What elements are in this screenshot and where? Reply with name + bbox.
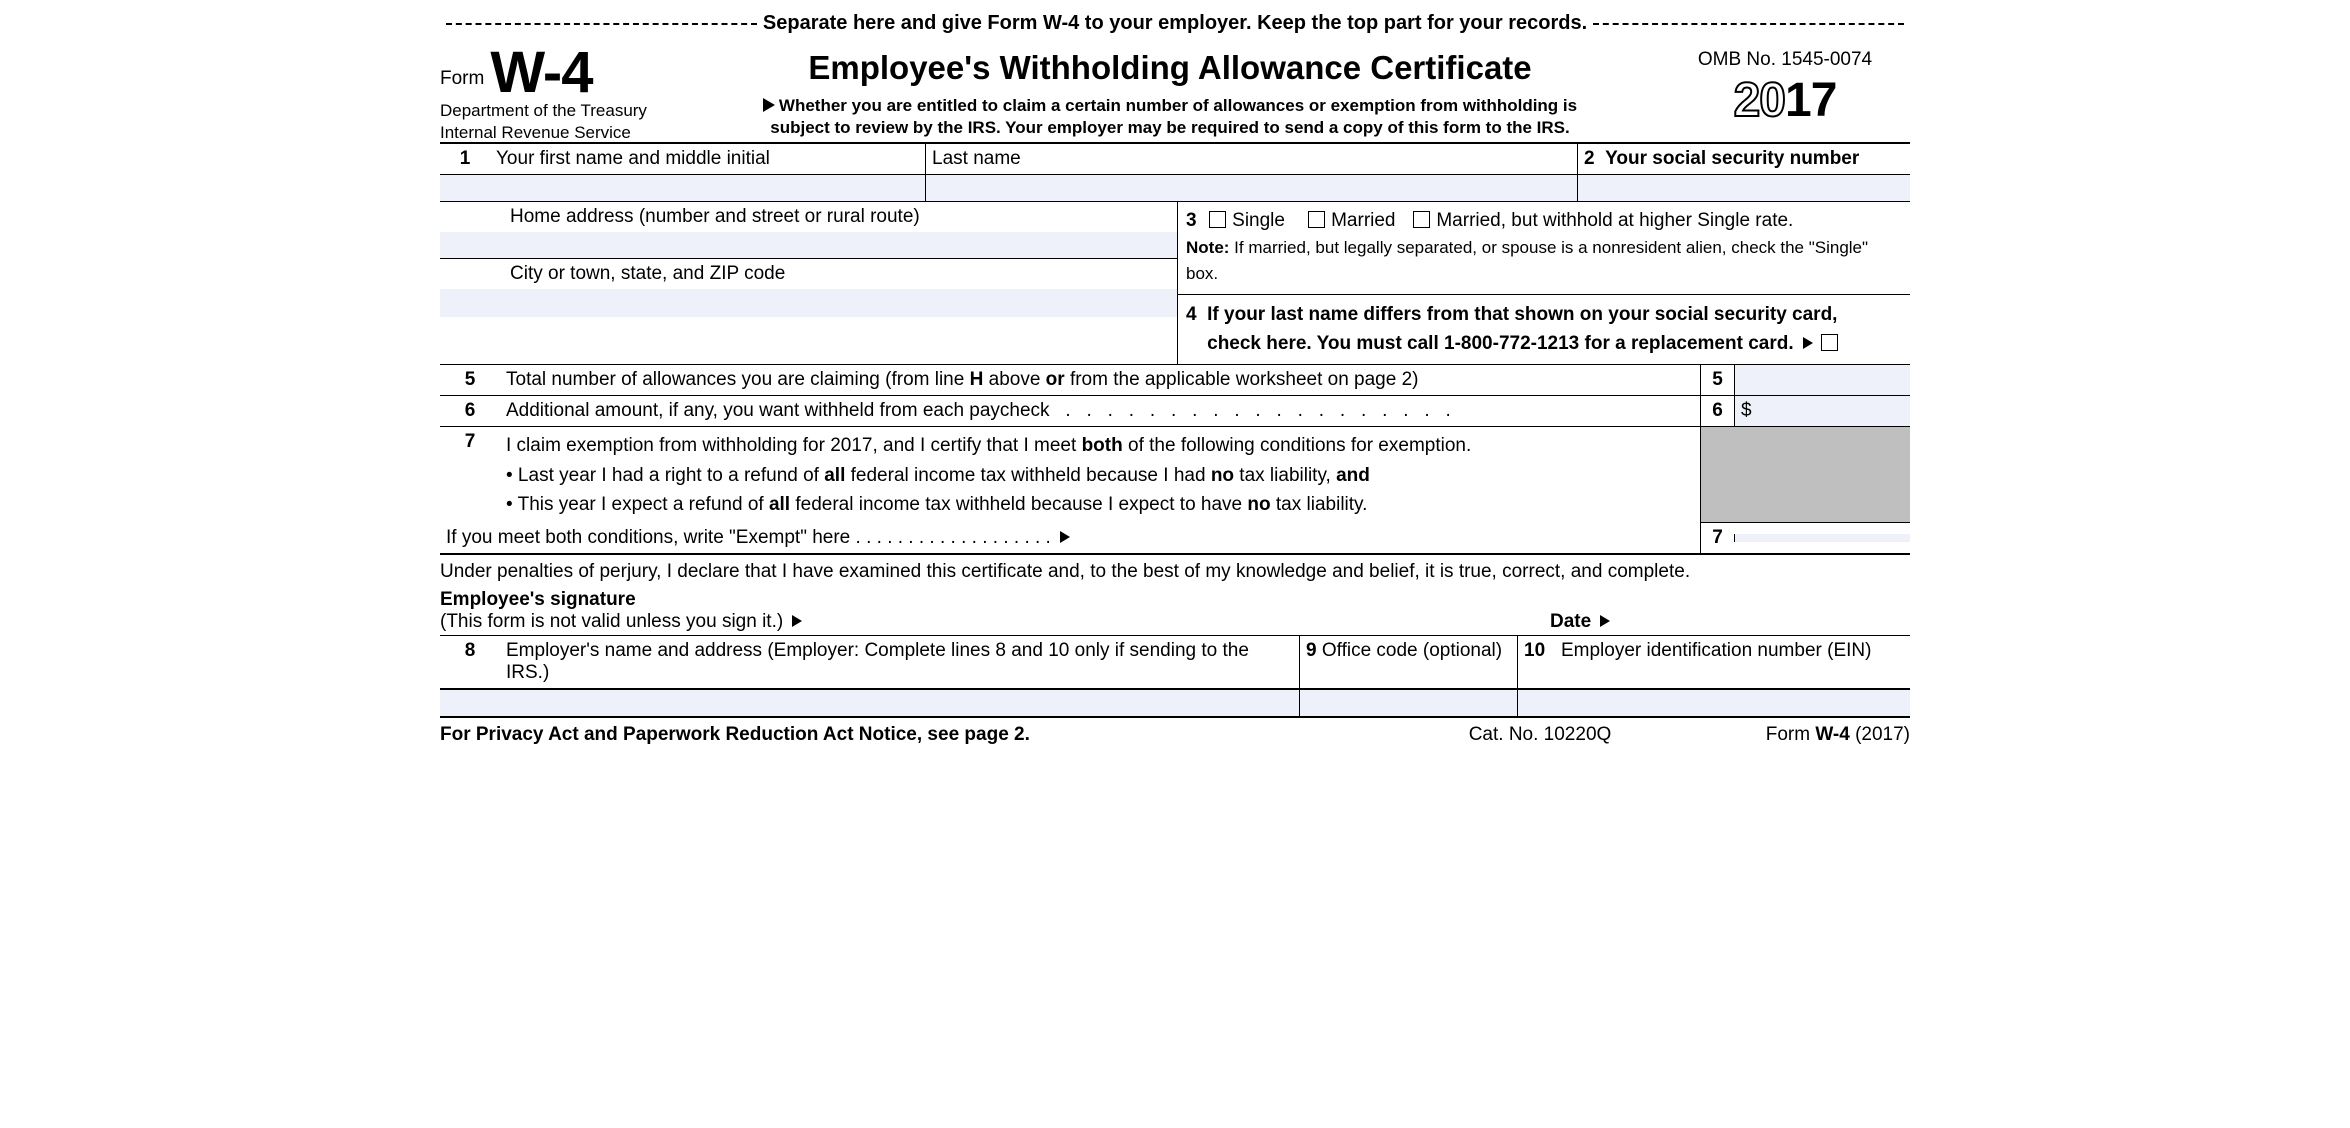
footer-cat: Cat. No. 10220Q [1390,724,1690,746]
line7-block: 7 I claim exemption from withholding for… [440,427,1910,555]
address-block: Home address (number and street or rural… [440,202,1178,364]
line6-box-number: 6 [1700,396,1734,426]
row1-labels: 1 Your first name and middle initial Las… [440,144,1910,175]
signature-row: Employee's signature (This form is not v… [440,589,1910,636]
triangle-icon [1600,615,1610,627]
row1-fields [440,175,1910,202]
footer-right: Form W-4 (2017) [1690,724,1910,746]
line7-greybox [1700,427,1910,523]
header-left: Form W-4 Department of the Treasury Inter… [440,43,680,142]
home-address-field[interactable] [440,232,1177,258]
line7-exempt-text: If you meet both conditions, write "Exem… [440,523,1700,553]
line5-field[interactable] [1734,365,1910,395]
line6-text: Additional amount, if any, you want with… [500,396,1700,426]
line6-number: 6 [440,396,500,426]
header-middle: Employee's Withholding Allowance Certifi… [680,43,1660,142]
office-code-label: 9 Office code (optional) [1300,636,1518,688]
signature-left: Employee's signature (This form is not v… [440,589,1550,633]
ssn-label: Your social security number [1605,148,1859,169]
line7-number: 7 [440,427,500,523]
dept-irs: Internal Revenue Service [440,123,680,143]
row8-labels: 8 Employer's name and address (Employer:… [440,636,1910,690]
line6-row: 6 Additional amount, if any, you want wi… [440,396,1910,427]
form-header: Form W-4 Department of the Treasury Inter… [440,43,1910,144]
line8-number: 8 [440,636,500,688]
signature-note: (This form is not valid unless you sign … [440,611,1550,633]
row8-fields [440,690,1910,718]
married-single-checkbox[interactable] [1413,211,1430,228]
employer-name-field[interactable] [500,690,1300,716]
city-field[interactable] [440,289,1177,317]
ein-field[interactable] [1518,690,1910,716]
form-title: Employee's Withholding Allowance Certifi… [688,49,1652,87]
married-checkbox[interactable] [1308,211,1325,228]
first-name-field[interactable] [440,175,926,201]
line4-row: 4 If your last name differs from that sh… [1178,295,1910,364]
last-name-label: Last name [926,144,1578,174]
line7-text: I claim exemption from withholding for 2… [500,427,1700,523]
ssn-field[interactable] [1578,175,1910,201]
last-name-field[interactable] [926,175,1578,201]
home-address-row: Home address (number and street or rural… [440,202,1177,259]
ssn-cell: 2 Your social security number [1578,144,1910,174]
married-label: Married [1331,210,1395,231]
triangle-icon [1803,337,1813,349]
form-footer: For Privacy Act and Paperwork Reduction … [440,718,1910,752]
filing-status-row: 3 Single Married Married, but withhold a… [1178,202,1910,295]
signature-title: Employee's signature [440,589,1550,611]
address-filing-block: Home address (number and street or rural… [440,202,1910,365]
line1-number: 1 [440,144,490,174]
line5-number: 5 [440,365,500,395]
form-subtitle: Whether you are entitled to claim a cert… [688,95,1652,139]
line7-box-number: 7 [1700,523,1734,553]
form-w4-page: Separate here and give Form W-4 to your … [440,0,1910,764]
employer-name-label: Employer's name and address (Employer: C… [500,636,1300,688]
line6-field[interactable]: $ [1734,396,1910,426]
office-code-field[interactable] [1300,690,1518,716]
line5-row: 5 Total number of allowances you are cla… [440,365,1910,396]
single-checkbox[interactable] [1209,211,1226,228]
home-address-label: Home address (number and street or rural… [440,202,1177,232]
form-code: W-4 [490,40,592,105]
perjury-statement: Under penalties of perjury, I declare th… [440,555,1910,589]
omb-number: OMB No. 1545-0074 [1660,49,1910,71]
first-name-label: Your first name and middle initial [490,144,926,174]
line5-box-number: 5 [1700,365,1734,395]
triangle-icon [763,98,775,112]
form-year: 2017 [1660,73,1910,128]
date-label: Date [1550,589,1910,633]
separator-row: Separate here and give Form W-4 to your … [440,12,1910,35]
line7-upper: 7 I claim exemption from withholding for… [440,427,1910,523]
city-row: City or town, state, and ZIP code [440,259,1177,317]
single-label: Single [1232,210,1285,231]
line7-last: If you meet both conditions, write "Exem… [440,523,1910,553]
married-single-label: Married, but withhold at higher Single r… [1436,210,1793,231]
triangle-icon [1060,531,1070,543]
line5-text: Total number of allowances you are claim… [500,365,1700,395]
line7-field[interactable] [1734,534,1910,542]
header-right: OMB No. 1545-0074 2017 [1660,43,1910,142]
city-label: City or town, state, and ZIP code [440,259,1177,289]
footer-left: For Privacy Act and Paperwork Reduction … [440,724,1390,746]
filing-block: 3 Single Married Married, but withhold a… [1178,202,1910,364]
line7-greybox-col [1700,427,1910,523]
form-word: Form [440,68,484,89]
line4-checkbox[interactable] [1821,334,1838,351]
dept-treasury: Department of the Treasury [440,101,680,121]
ein-label: 10 Employer identification number (EIN) [1518,636,1910,688]
triangle-icon [792,615,802,627]
separator-text: Separate here and give Form W-4 to your … [763,12,1587,35]
filing-note: Note: If married, but legally separated,… [1186,238,1868,284]
